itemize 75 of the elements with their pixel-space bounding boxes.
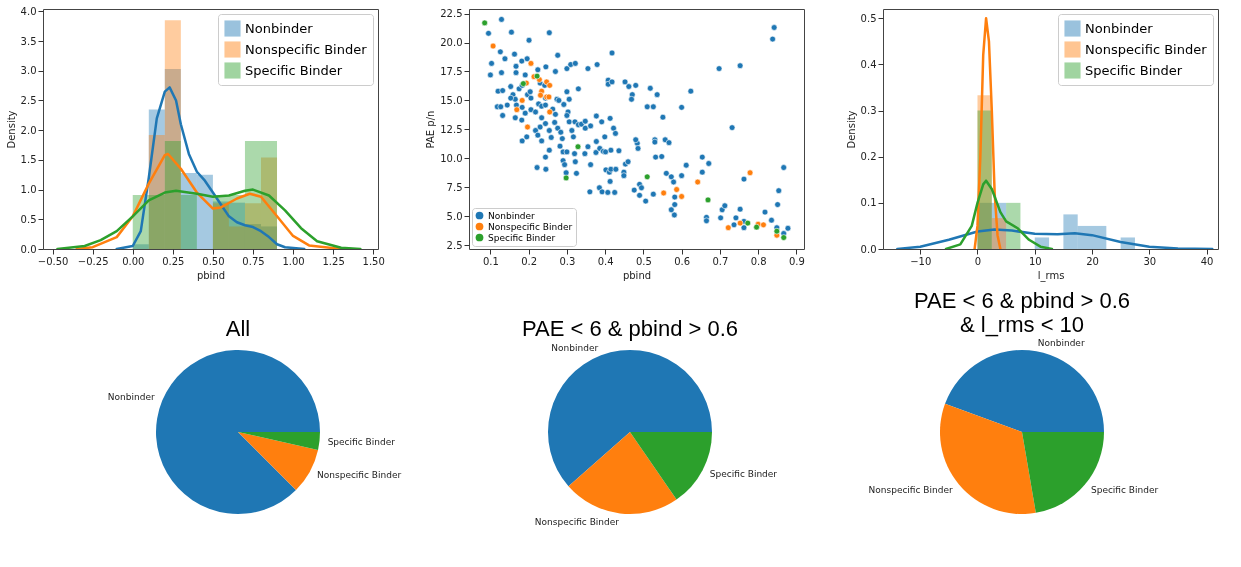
x-tick-label: −0.50 [37, 255, 69, 267]
x-tick-label: 0.25 [162, 255, 185, 267]
y-axis-title: Density [5, 110, 17, 149]
slice-label: Nonbinder [1037, 338, 1085, 349]
y-tick-label: 0.2 [860, 151, 877, 163]
y-tick-label: 1.5 [20, 154, 37, 166]
slice-label: Specific Binder [327, 436, 396, 447]
x-tick-label: 10 [1028, 255, 1042, 267]
y-tick-label: 10.0 [440, 152, 463, 164]
legend-label: Specific Binder [1085, 62, 1183, 78]
y-tick-label: 4.0 [20, 5, 37, 17]
chart-title: PAE < 6 & pbind > 0.6 [521, 316, 739, 341]
slice-label: Nonspecific Binder [868, 484, 953, 495]
legend-label: Nonspecific Binder [1085, 41, 1208, 57]
slice-label: Nonspecific Binder [317, 470, 402, 481]
y-tick-label: 2.0 [20, 124, 37, 136]
x-tick-label: 0 [974, 255, 982, 267]
x-tick-label: 0.1 [482, 255, 499, 267]
y-tick-label: 0.0 [860, 243, 877, 255]
y-axis-title: Density [845, 110, 857, 149]
y-tick-label: 22.5 [440, 8, 463, 20]
x-tick-label: 20 [1086, 255, 1099, 267]
legend-label: Specific Binder [488, 232, 556, 243]
x-tick-label: −10 [910, 255, 932, 267]
x-axis-title: pbind [196, 269, 226, 281]
y-tick-label: 2.5 [20, 94, 37, 106]
legend-label: Specific Binder [245, 62, 343, 78]
x-tick-label: 0.75 [242, 255, 265, 267]
x-tick-label: 1.00 [282, 255, 305, 267]
y-tick-label: 7.5 [446, 181, 463, 193]
legend-label: Nonbinder [488, 210, 536, 221]
x-tick-label: 0.00 [122, 255, 145, 267]
y-tick-label: 3.0 [20, 65, 37, 77]
x-axis-title: l_rms [1037, 269, 1065, 282]
x-tick-label: 0.4 [597, 255, 614, 267]
y-tick-label: 15.0 [440, 94, 463, 106]
x-tick-label: 0.9 [788, 255, 805, 267]
x-tick-label: 0.6 [674, 255, 691, 267]
legend-label: Nonspecific Binder [488, 221, 573, 232]
x-tick-label: 0.50 [202, 255, 225, 267]
y-tick-label: 20.0 [440, 37, 463, 49]
y-tick-label: 2.5 [446, 239, 463, 251]
x-axis-title: pbind [622, 269, 652, 281]
legend-label: Nonbinder [1085, 20, 1154, 36]
x-tick-label: −0.25 [77, 255, 109, 267]
y-tick-label: 0.5 [860, 12, 877, 24]
x-tick-label: 0.8 [750, 255, 767, 267]
y-tick-label: 12.5 [440, 123, 463, 135]
x-tick-label: 30 [1143, 255, 1157, 267]
y-axis-title: PAE p/n [425, 110, 437, 149]
chart-title: PAE < 6 & pbind > 0.6 & l_rms < 10 [913, 288, 1131, 338]
legend-label: Nonspecific Binder [245, 41, 368, 57]
x-tick-label: 1.50 [362, 255, 385, 267]
y-tick-label: 0.1 [860, 197, 877, 209]
y-tick-label: 0.3 [860, 105, 877, 117]
y-tick-label: 0.0 [20, 243, 37, 255]
y-tick-label: 0.4 [860, 58, 877, 70]
slice-label: Specific Binder [709, 468, 778, 479]
slice-label: Nonspecific Binder [534, 516, 620, 527]
y-tick-label: 0.5 [20, 213, 37, 225]
y-tick-label: 1.0 [20, 184, 37, 196]
x-tick-label: 1.25 [322, 255, 345, 267]
x-tick-label: 0.5 [635, 255, 652, 267]
slice-label: Nonbinder [551, 342, 599, 353]
slice-label: Nonbinder [107, 392, 155, 403]
y-tick-label: 5.0 [446, 210, 463, 222]
y-tick-label: 17.5 [440, 65, 463, 77]
x-tick-label: 0.7 [712, 255, 729, 267]
slice-label: Specific Binder [1090, 485, 1159, 496]
x-tick-label: 40 [1200, 255, 1214, 267]
y-tick-label: 3.5 [20, 35, 37, 47]
x-tick-label: 0.3 [559, 255, 576, 267]
legend-label: Nonbinder [245, 20, 314, 36]
x-tick-label: 0.2 [521, 255, 538, 267]
chart-title: All [225, 316, 251, 341]
